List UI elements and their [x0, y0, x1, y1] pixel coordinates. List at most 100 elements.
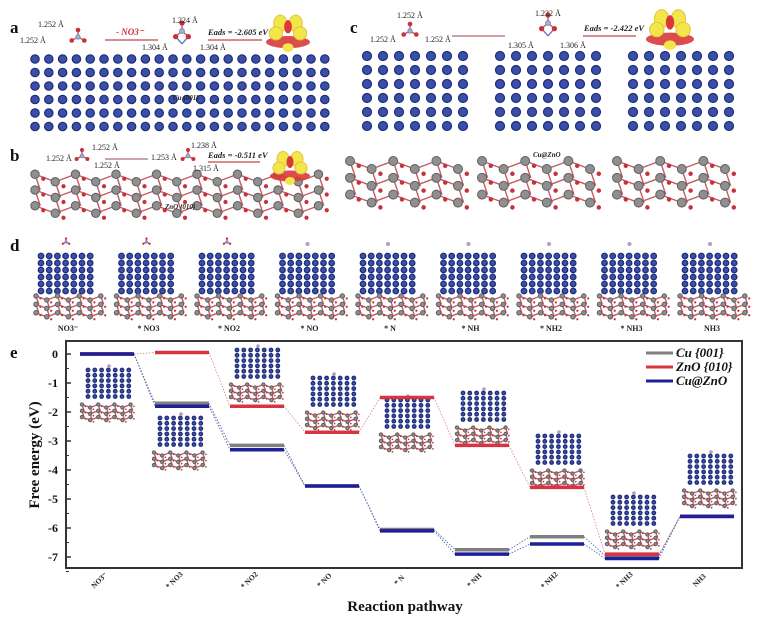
cu-atom [157, 415, 163, 421]
zn-atom [112, 408, 117, 413]
cu-atom [159, 266, 166, 274]
y-tick-label: -3 [48, 434, 58, 448]
zn-atom [228, 388, 234, 393]
cu-atom [239, 259, 247, 267]
panel-label-e: e [10, 343, 18, 362]
level-connector [208, 406, 231, 450]
o-atom [423, 438, 426, 441]
cu-atom [85, 378, 91, 384]
zn-atom [261, 394, 266, 400]
cu-atom [177, 436, 183, 442]
zn-atom [178, 293, 185, 299]
o-atom [349, 422, 352, 425]
zn-atom [30, 201, 40, 211]
cu-atom [460, 395, 466, 401]
cu-atom [474, 395, 480, 401]
cu-atom [150, 266, 158, 274]
cu-atom [441, 92, 453, 104]
zn-atom [194, 293, 200, 299]
zn-atom [167, 314, 174, 320]
zn-atom [706, 491, 711, 496]
cu-atom [542, 460, 548, 465]
cu-atom [418, 408, 424, 414]
cu-atom [164, 415, 170, 421]
cu-atom [195, 54, 206, 64]
o-atom [694, 507, 697, 509]
o-atom [133, 405, 135, 408]
cu-atom [85, 54, 95, 64]
zn-atom [427, 432, 432, 437]
o-atom [116, 418, 119, 420]
zn-atom [135, 301, 141, 308]
o-atom [731, 171, 737, 177]
cu-atom [331, 402, 336, 407]
cu-atom [119, 372, 125, 378]
cu-atom [691, 78, 703, 90]
cu-atom [177, 442, 183, 447]
cu-atom [278, 94, 289, 105]
o-atom [200, 297, 203, 300]
cu-atom [292, 108, 302, 118]
cu-atom [590, 64, 602, 76]
cu-atom [264, 108, 275, 118]
o-atom [232, 318, 235, 321]
zn-atom [269, 385, 274, 390]
cu-atom [562, 454, 568, 460]
cu-atom [92, 367, 98, 373]
cu-atom [317, 391, 323, 397]
cu-atom [184, 420, 190, 426]
cu-atom [535, 438, 541, 444]
cu-atom [569, 460, 575, 465]
o-atom [93, 301, 96, 304]
cu-atom [535, 449, 541, 455]
cu-atom [558, 50, 570, 62]
cu-atom [264, 67, 275, 78]
o-atom [211, 309, 214, 312]
o-atom [291, 309, 294, 312]
cu-atom [198, 252, 206, 260]
zn-atom [33, 301, 39, 308]
cu-atom [295, 266, 303, 274]
o-atom [254, 318, 257, 321]
zn-atom [65, 314, 72, 320]
o-atom [442, 180, 448, 185]
o-atom [100, 411, 103, 414]
zn-atom [730, 500, 735, 506]
zn-atom [151, 456, 157, 461]
cu-atom [70, 287, 78, 295]
o-atom [241, 394, 244, 397]
zn-atom [205, 314, 211, 320]
zn-atom [317, 293, 324, 299]
zn-atom [714, 500, 719, 506]
o-atom [718, 504, 721, 506]
cu-atom [239, 280, 247, 288]
cu-atom [351, 375, 357, 381]
cu-atom [303, 259, 311, 267]
cu-atom [126, 54, 137, 64]
cu-atom [405, 424, 410, 429]
o-atom [173, 301, 177, 304]
o-atom [464, 188, 470, 193]
level-connector [208, 403, 231, 446]
o-atom [421, 205, 426, 210]
o-atom [60, 297, 64, 300]
o-atom [82, 305, 85, 308]
cu-atom [99, 394, 104, 399]
cu-atom [610, 510, 616, 516]
zn-atom [698, 172, 709, 183]
o-atom [415, 448, 418, 450]
cu-atom [707, 120, 719, 132]
cu-atom [292, 81, 302, 91]
y-tick-label: -1 [48, 376, 58, 390]
cu-atom [279, 273, 286, 281]
cu-atom [287, 280, 295, 288]
cu-atom [306, 108, 316, 118]
y-axis: 0-1-2-3-4-5-6-7 [48, 347, 71, 572]
cu-atom [409, 120, 421, 132]
charge-density-depletion [284, 20, 292, 34]
cu-atom [134, 259, 142, 267]
o-atom [459, 428, 462, 431]
cu-atom [279, 280, 286, 288]
o-atom [702, 504, 705, 506]
zn-atom [698, 494, 703, 499]
